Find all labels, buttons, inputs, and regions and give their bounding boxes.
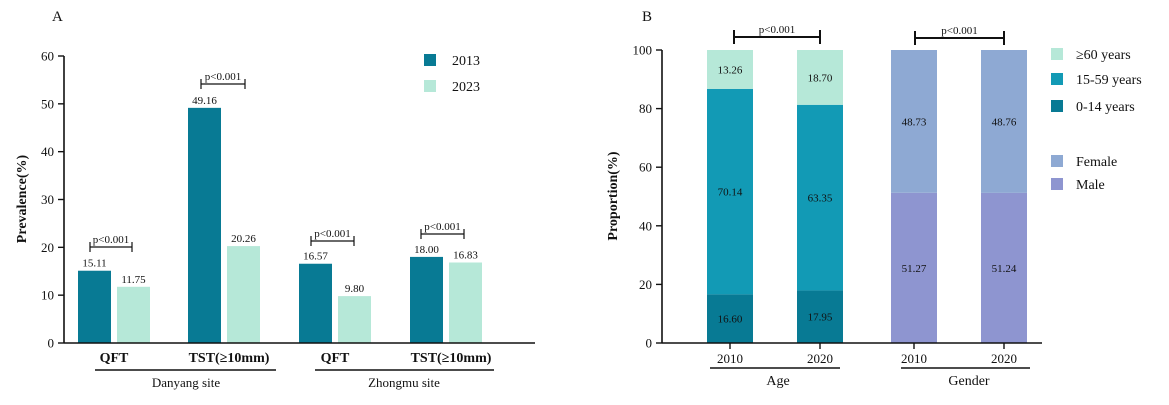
data-label-b: 63.35 [808, 193, 833, 205]
panel-a-letter: A [52, 9, 63, 25]
y-tick-label-b: 80 [639, 101, 652, 116]
data-label-a: 49.16 [192, 95, 217, 107]
legend-swatch-b-Male [1051, 178, 1063, 190]
bar-b-0-14 years-0 [707, 294, 753, 343]
panel-b-y-axis-label: Proportion(%) [606, 151, 621, 241]
bar-b-15-59 years-0 [707, 88, 753, 295]
p-bracket-b-1: p<0.001 [914, 25, 1005, 45]
p-bracket-a-0: p<0.001 [89, 234, 133, 252]
p-bracket-a-3: p<0.001 [420, 221, 465, 239]
data-label-b: 18.70 [808, 72, 833, 84]
p-bracket-a-2: p<0.001 [310, 228, 355, 246]
y-tick-label-a: 40 [41, 144, 54, 159]
x-category-a: QFT [321, 351, 350, 366]
p-bracket-a-1: p<0.001 [200, 71, 246, 89]
y-tick-label-a: 0 [48, 336, 55, 351]
group-label-zhongmu: Zhongmu site [368, 375, 440, 390]
data-label-a: 16.57 [303, 251, 328, 263]
bar-a-2013-1 [188, 107, 221, 343]
data-label-a: 20.26 [231, 233, 256, 245]
data-label-b: 16.60 [718, 314, 743, 326]
legend-swatch-b-≥60 years [1051, 48, 1063, 60]
panel-a-y-axis-label: Prevalence(%) [15, 154, 30, 243]
data-label-a: 16.83 [453, 249, 478, 261]
x-category-a: QFT [100, 351, 129, 366]
group-label-danyang: Danyang site [152, 375, 220, 390]
y-tick-label-a: 10 [41, 288, 54, 303]
data-label-a: 18.00 [414, 244, 439, 256]
y-tick-label-b: 100 [633, 43, 653, 58]
bar-a-2013-0 [78, 270, 111, 343]
bar-a-2023-2 [338, 296, 371, 343]
y-tick-label-a: 30 [41, 192, 54, 207]
legend-label-a: 2023 [452, 80, 480, 95]
bar-a-2013-2 [299, 263, 332, 343]
y-tick-label-b: 40 [639, 218, 652, 233]
group-label-gender: Gender [948, 374, 990, 389]
data-label-a: 9.80 [345, 283, 365, 295]
data-label-a: 11.75 [121, 274, 146, 286]
x-category-a: TST(≥10mm) [189, 351, 270, 366]
bar-b-Female-3 [981, 50, 1027, 193]
data-label-b: 51.27 [902, 263, 927, 275]
data-label-b: 51.24 [992, 263, 1017, 275]
x-category-b: 2020 [991, 351, 1017, 366]
bar-b-≥60 years-0 [707, 50, 753, 89]
x-category-b: 2010 [717, 351, 743, 366]
y-tick-label-b: 20 [639, 277, 652, 292]
data-label-b: 70.14 [718, 187, 743, 199]
data-label-b: 48.76 [992, 116, 1017, 128]
bar-b-15-59 years-1 [797, 104, 843, 291]
data-label-a: 15.11 [82, 258, 106, 270]
y-tick-label-b: 60 [639, 160, 652, 175]
p-bracket-a-0-label: p<0.001 [93, 234, 129, 246]
p-bracket-b-0: p<0.001 [733, 24, 821, 44]
bar-a-2023-1 [227, 246, 260, 343]
p-bracket-a-3-label: p<0.001 [424, 221, 460, 233]
legend-label-b: 0-14 years [1076, 100, 1135, 115]
p-bracket-b-0-label: p<0.001 [759, 24, 795, 36]
legend-label-b: Male [1076, 178, 1105, 193]
bar-b-≥60 years-1 [797, 50, 843, 105]
group-label-age: Age [766, 374, 789, 389]
p-bracket-a-2-label: p<0.001 [314, 228, 350, 240]
bar-b-Male-2 [891, 192, 937, 343]
x-category-b: 2010 [901, 351, 927, 366]
data-label-b: 17.95 [808, 312, 833, 324]
x-category-b: 2020 [807, 351, 833, 366]
p-bracket-b-1-label: p<0.001 [941, 25, 977, 37]
y-tick-label-a: 60 [41, 49, 54, 64]
y-tick-label-a: 20 [41, 240, 54, 255]
legend-swatch-b-Female [1051, 155, 1063, 167]
panel-b-letter: B [642, 9, 652, 25]
panel-a: A 15.11 49.16 16.57 18.00 11.75 20.26 9.80 16.8… [15, 9, 535, 390]
y-tick-label-a: 50 [41, 96, 54, 111]
legend-swatch-b-15-59 years [1051, 73, 1063, 85]
data-label-b: 48.73 [902, 116, 927, 128]
panel-b: B 16.60 17.95 70.14 63.35 13.26 18.70 51.27 51.… [606, 9, 1142, 389]
bar-a-2013-3 [410, 256, 443, 343]
bar-b-Female-2 [891, 50, 937, 193]
bar-b-Male-3 [981, 192, 1027, 343]
legend-label-a: 2013 [452, 54, 480, 69]
bar-a-2023-3 [449, 262, 482, 343]
bar-b-0-14 years-1 [797, 290, 843, 343]
y-tick-label-b: 0 [646, 336, 653, 351]
legend-swatch-b-0-14 years [1051, 100, 1063, 112]
legend-swatch-a-2023 [424, 80, 436, 92]
data-label-b: 13.26 [718, 64, 743, 76]
x-category-a: TST(≥10mm) [411, 351, 492, 366]
bar-a-2023-0 [117, 286, 150, 343]
p-bracket-a-1-label: p<0.001 [205, 71, 241, 83]
legend-label-b: ≥60 years [1076, 48, 1131, 63]
legend-swatch-a-2013 [424, 54, 436, 66]
legend-label-b: 15-59 years [1076, 73, 1142, 88]
legend-label-b: Female [1076, 155, 1117, 170]
